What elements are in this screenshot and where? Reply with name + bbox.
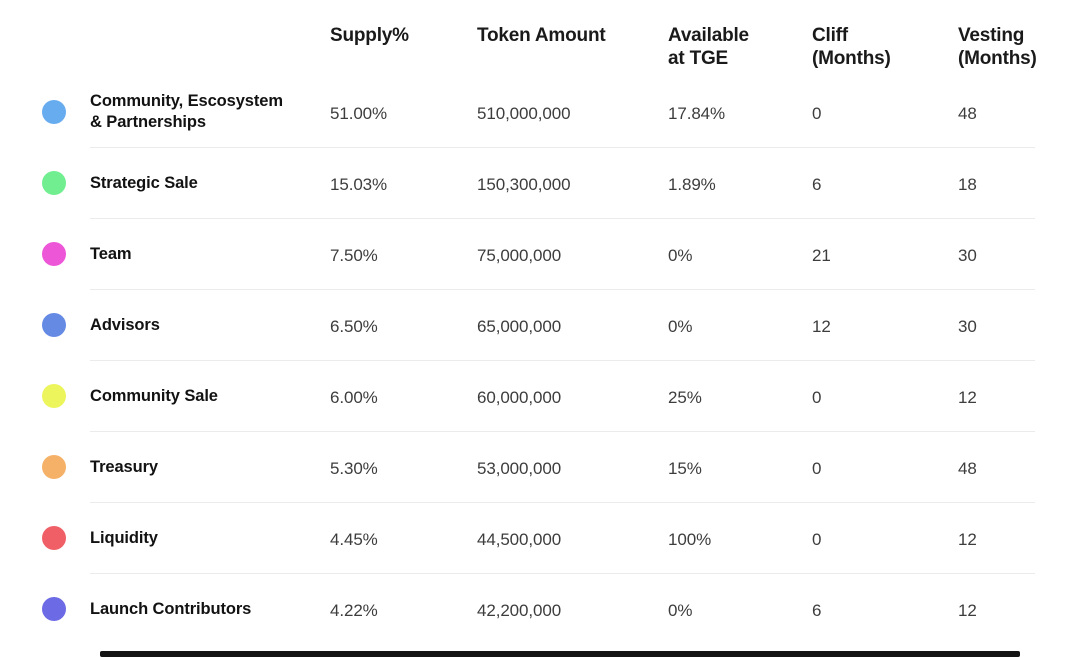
row-divider [90,502,1035,503]
available-tge-value: 15% [668,459,702,478]
vesting-value: 48 [958,459,977,478]
color-dot-icon [42,100,66,124]
header-supply: Supply% [330,25,409,46]
available-tge-value: 0% [668,317,693,336]
color-dot-icon [42,242,66,266]
dot-cell [0,100,90,124]
vesting-value: 30 [958,246,977,265]
row-divider [90,360,1035,361]
vesting-value: 12 [958,388,977,407]
category-label: Launch Contributors [90,599,252,618]
category-label: Treasury [90,457,158,476]
vesting-value: 12 [958,601,977,620]
color-dot-icon [42,313,66,337]
cliff-value: 0 [812,459,822,478]
table-row: Liquidity 4.45% 44,500,000 100% 0 12 [0,503,1077,573]
cliff-value: 6 [812,175,822,194]
dot-cell [0,455,90,479]
header-token-amount: Token Amount [477,25,606,46]
available-tge-value: 0% [668,246,693,265]
supply-value: 4.22% [330,601,378,620]
supply-value: 6.50% [330,317,378,336]
available-tge-value: 25% [668,388,702,407]
cliff-value: 0 [812,388,822,407]
table-row: Treasury 5.30% 53,000,000 15% 0 48 [0,432,1077,502]
category-label: Strategic Sale [90,173,198,192]
table-row: Team 7.50% 75,000,000 0% 21 30 [0,219,1077,289]
token-amount-value: 510,000,000 [477,104,571,123]
header-vesting-months: Vesting (Months) [958,25,1037,70]
category-label: Community, Escosystem & Partnerships [90,92,283,131]
color-dot-icon [42,455,66,479]
category-label: Advisors [90,315,160,334]
table-row: Advisors 6.50% 65,000,000 0% 12 30 [0,290,1077,360]
supply-value: 6.00% [330,388,378,407]
category-label: Community Sale [90,386,218,405]
token-amount-value: 42,200,000 [477,601,562,620]
row-divider [90,218,1035,219]
vesting-value: 12 [958,530,977,549]
table-row: Community Sale 6.00% 60,000,000 25% 0 12 [0,361,1077,431]
cliff-value: 12 [812,317,831,336]
dot-cell [0,242,90,266]
token-amount-value: 75,000,000 [477,246,562,265]
table-row: Strategic Sale 15.03% 150,300,000 1.89% … [0,148,1077,218]
vesting-value: 30 [958,317,977,336]
supply-value: 4.45% [330,530,378,549]
row-divider [90,147,1035,148]
cliff-value: 21 [812,246,831,265]
token-amount-value: 53,000,000 [477,459,562,478]
dot-cell [0,171,90,195]
supply-value: 51.00% [330,104,388,123]
header-cliff-months: Cliff (Months) [812,25,891,70]
dot-cell [0,313,90,337]
row-divider [90,573,1035,574]
table-header-row: Supply% Token Amount Available at TGE Cl… [0,0,1077,77]
token-amount-value: 65,000,000 [477,317,562,336]
row-divider [90,289,1035,290]
token-amount-value: 60,000,000 [477,388,562,407]
color-dot-icon [42,171,66,195]
color-dot-icon [42,526,66,550]
available-tge-value: 0% [668,601,693,620]
available-tge-value: 17.84% [668,104,726,123]
bottom-bar [100,651,1020,657]
cliff-value: 6 [812,601,822,620]
dot-cell [0,597,90,621]
available-tge-value: 100% [668,530,712,549]
color-dot-icon [42,597,66,621]
table-row: Community, Escosystem & Partnerships 51.… [0,77,1077,147]
token-amount-value: 150,300,000 [477,175,571,194]
supply-value: 5.30% [330,459,378,478]
available-tge-value: 1.89% [668,175,716,194]
row-divider [90,431,1035,432]
category-label: Team [90,244,132,263]
header-available-at-tge: Available at TGE [668,25,749,70]
vesting-value: 48 [958,104,977,123]
dot-cell [0,526,90,550]
color-dot-icon [42,384,66,408]
category-label: Liquidity [90,528,158,547]
dot-cell [0,384,90,408]
vesting-value: 18 [958,175,977,194]
cliff-value: 0 [812,530,822,549]
table-row: Launch Contributors 4.22% 42,200,000 0% … [0,574,1077,644]
supply-value: 15.03% [330,175,388,194]
cliff-value: 0 [812,104,822,123]
supply-value: 7.50% [330,246,378,265]
token-amount-value: 44,500,000 [477,530,562,549]
